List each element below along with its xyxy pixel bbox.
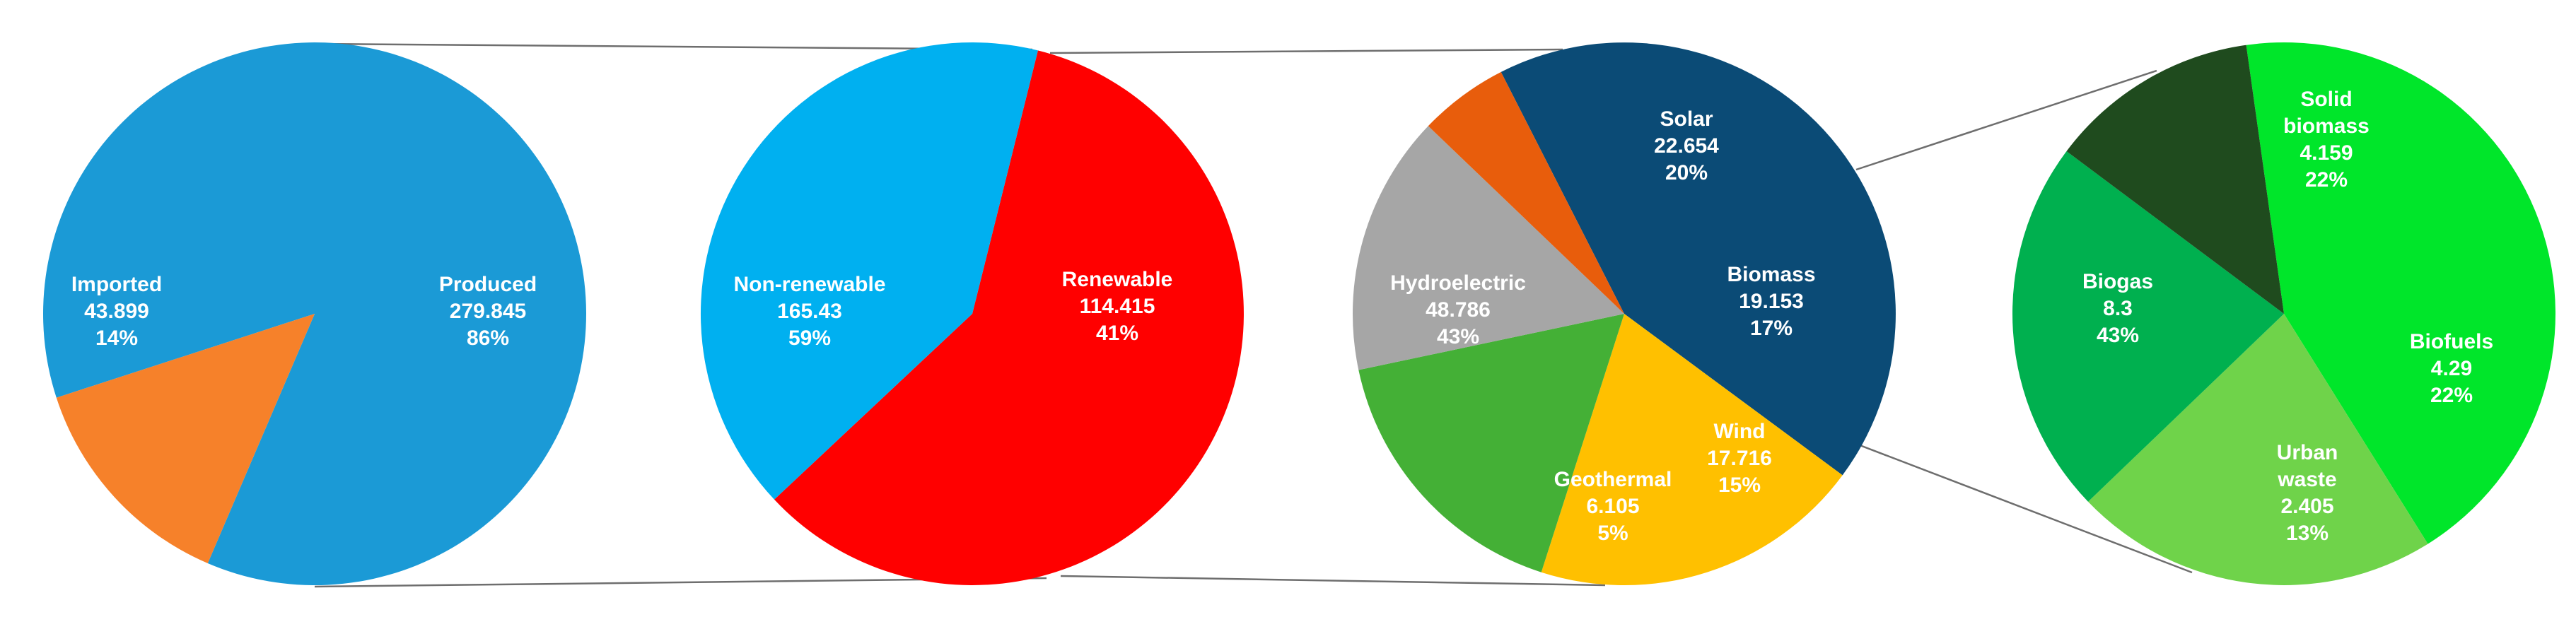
connector-line [1855,69,2157,171]
slice-value-label: 48.786 [1426,298,1491,322]
slice-percent-label: 86% [467,327,509,350]
slice-hydroelectric [1500,42,1896,476]
slice-solid-biomass [2088,314,2428,585]
label-geothermal: Geothermal 6.105 5% [1554,468,1672,545]
label-produced: Produced 279.845 86% [439,273,537,350]
slice-value-label: 2.405 [2280,495,2333,518]
slice-value-label: 43.899 [84,300,149,323]
slice-name-label: Urban [2277,441,2338,464]
pie-produced-breakdown: Non-renewable 165.43 59% Renewable 114.415 41… [700,42,1244,585]
label-hydroelectric: Hydroelectric 48.786 43% [1390,271,1526,348]
label-solar: Solar 22.654 20% [1654,107,1719,184]
label-urban-waste: Urban waste 2.405 13% [2277,441,2338,545]
slice-value-label: 19.153 [1739,290,1804,313]
label-biomass: Biomass 19.153 17% [1727,263,1815,340]
slice-non-renewable [774,50,1244,585]
slice-name-label: Renewable [1062,268,1173,291]
slice-percent-label: 15% [1718,474,1761,497]
slice-name-label: Biofuels [2410,330,2493,353]
slice-name-label: Solar [1660,107,1713,131]
slice-solar [1541,314,1843,586]
slice-name-label: waste [2277,468,2336,491]
slice-name-label: Hydroelectric [1390,271,1526,295]
slice-name-label: Imported [71,273,162,296]
slice-percent-label: 43% [1437,325,1479,348]
slice-biomass [1358,314,1624,572]
label-solid-biomass: Solid biomass 4.159 22% [2283,88,2370,192]
slice-geothermal [1428,71,1624,315]
label-biogas: Biogas 8.3 43% [2082,270,2153,347]
slice-name-label: Biomass [1727,263,1815,286]
slice-value-label: 279.845 [450,300,526,323]
slice-name-label: Wind [1713,420,1765,443]
label-non-renewable: Non-renewable 165.43 59% [733,273,885,350]
connector-line [1855,442,2193,574]
slice-wind [1352,126,1624,370]
slice-percent-label: 5% [1597,522,1628,545]
slice-name-label: Biogas [2082,270,2153,293]
slice-name-label: Produced [439,273,537,296]
slice-percent-label: 22% [2305,168,2348,192]
slice-percent-label: 13% [2286,522,2329,545]
slice-renewable [700,42,1038,500]
slice-percent-label: 41% [1096,322,1138,345]
slice-percent-label: 14% [95,327,138,350]
slice-value-label: 114.415 [1080,295,1155,318]
connector-line [1060,575,1606,587]
slice-percent-label: 22% [2430,384,2473,407]
connector-line [314,42,1033,51]
slice-urban-waste [2066,45,2284,314]
label-wind: Wind 17.716 15% [1707,420,1772,497]
pie-biomass-breakdown: Biogas8.343%Solidbiomass4.15922%Biofuels… [2012,42,2555,585]
label-imported: Imported 43.899 14% [71,273,162,350]
slice-biofuels [2012,151,2284,502]
slice-name-label: Solid [2300,88,2352,111]
slice-name-label: Geothermal [1554,468,1672,491]
label-biofuels: Biofuels 4.29 22% [2410,330,2493,407]
slice-value-label: 8.3 [2103,297,2133,320]
slice-percent-label: 20% [1665,161,1708,184]
slice-value-label: 4.159 [2300,141,2353,165]
slice-name-label: biomass [2283,114,2370,138]
slice-percent-label: 43% [2097,324,2139,347]
slice-value-label: 22.654 [1654,134,1719,158]
slice-biogas [2246,42,2555,544]
label-renewable: Renewable 114.415 41% [1062,268,1173,345]
slice-value-label: 17.716 [1707,447,1772,470]
slice-percent-label: 17% [1750,317,1793,340]
slice-produced [43,42,587,586]
slice-name-label: Non-renewable [733,273,885,296]
slice-value-label: 4.29 [2431,357,2472,380]
slice-value-label: 165.43 [777,300,842,323]
connector-line [1049,48,1563,54]
slice-percent-label: 59% [788,327,831,350]
pie-energy-source: Produced 279.845 86% Imported 43.899 14% [43,42,587,586]
connector-lines [314,42,2193,588]
slice-value-label: 6.105 [1586,495,1639,518]
slice-imported [56,314,315,563]
pie-renewable-breakdown: Hydroelectric 48.786 43% Solar 22.654 20% Biom… [1352,42,1896,586]
